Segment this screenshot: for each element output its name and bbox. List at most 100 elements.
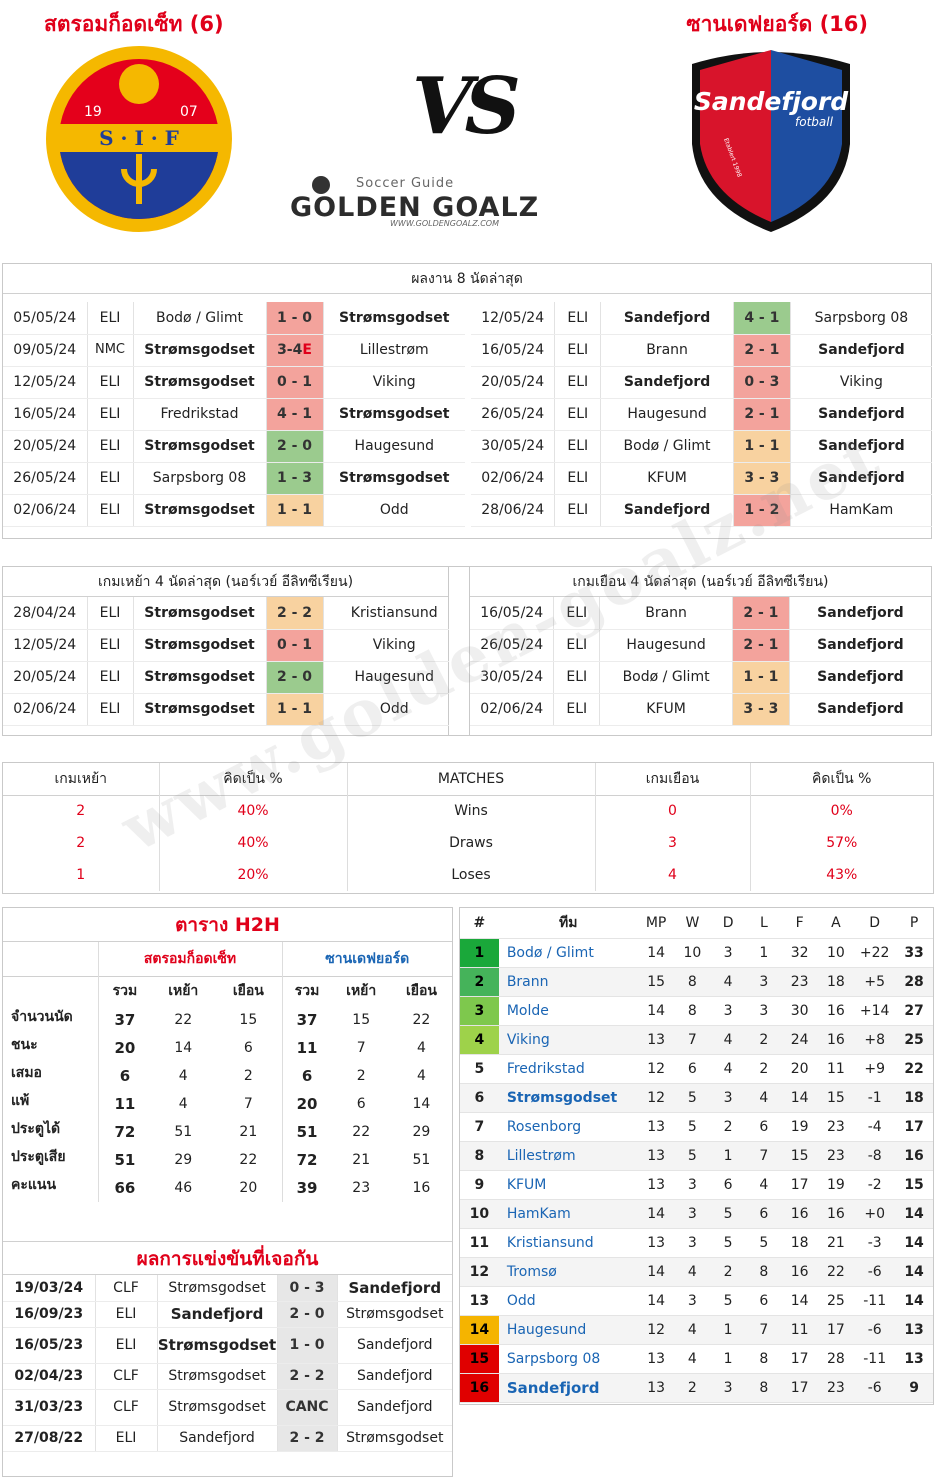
result-row[interactable]: 30/05/24 ELI Bodø / Glimt 1 - 1 Sandefjord	[471, 430, 932, 463]
stat-f: 24	[781, 1025, 818, 1055]
standings-row[interactable]: 1 Bodø / Glimt 14 10 3 1 32 10 +22 33	[460, 938, 933, 968]
away-team: Strømsgodset	[337, 1425, 452, 1452]
stat-l: 6	[746, 1199, 782, 1229]
result-row[interactable]: 16/05/24 ELI Brann 2 - 1 Sandefjord	[471, 334, 932, 367]
result-row[interactable]: 16/05/24 ELI Fredrikstad 4 - 1 Strømsgodset	[3, 398, 465, 431]
standings-header: ทีม	[498, 908, 638, 939]
result-row[interactable]: 26/05/24 ELI Sarpsborg 08 1 - 3 Strømsgodset	[3, 462, 465, 495]
away-team: Sandefjord	[790, 462, 932, 495]
result-row[interactable]: 28/04/24 ELI Strømsgodset 2 - 2 Kristiansund	[3, 597, 465, 630]
meeting-row[interactable]: 19/03/24 CLF Strømsgodset 0 - 3 Sandefjord	[3, 1275, 452, 1302]
standings-row[interactable]: 6 Strømsgodset 12 5 3 4 14 15 -1 18	[460, 1083, 933, 1113]
h2h-away-team: ซานเดฟยอร์ด	[325, 950, 410, 967]
meeting-row[interactable]: 31/03/23 CLF Strømsgodset CANC Sandefjord	[3, 1389, 452, 1426]
last8-title: ผลงาน 8 นัดล่าสุด	[3, 264, 931, 294]
away-percent: 43%	[826, 867, 858, 883]
result-row[interactable]: 12/05/24 ELI Sandefjord 4 - 1 Sarpsborg 08	[471, 302, 932, 335]
standings-row[interactable]: 9 KFUM 13 3 6 4 17 19 -2 15	[460, 1170, 933, 1200]
result-row[interactable]: 28/06/24 ELI Sandefjord 1 - 2 HamKam	[471, 494, 932, 527]
home-team: Strømsgodset	[157, 1275, 278, 1302]
stat-p: 27	[895, 996, 933, 1026]
h2h-value: 4	[178, 1096, 188, 1112]
h2h-stats-table: สตรอมก็อดเซ็ท ซานเดฟยอร์ด รวม เหย้า เยือน ร…	[3, 942, 452, 1202]
away-team: Sandefjord	[790, 398, 932, 431]
h2h-row: จำนวนนัด 37 22 15 37 15 22	[3, 1006, 452, 1034]
result-row[interactable]: 12/05/24 ELI Strømsgodset 0 - 1 Viking	[3, 629, 465, 662]
standings-row[interactable]: 10 HamKam 14 3 5 6 16 16 +0 14	[460, 1199, 933, 1229]
standings-row[interactable]: 15 Sarpsborg 08 13 4 1 8 17 28 -11 13	[460, 1344, 933, 1374]
standings-row[interactable]: 4 Viking 13 7 4 2 24 16 +8 25	[460, 1025, 933, 1055]
home-team: Strømsgodset	[133, 629, 267, 662]
position: 16	[460, 1373, 499, 1403]
stat-w: 7	[674, 1025, 711, 1055]
result-row[interactable]: 02/06/24 ELI Strømsgodset 1 - 1 Odd	[3, 494, 465, 527]
stat-l: 4	[746, 1170, 782, 1200]
home-percent: 40%	[159, 795, 348, 827]
score: 1 - 1	[732, 661, 790, 694]
result-row[interactable]: 20/05/24 ELI Strømsgodset 2 - 0 Haugesund	[3, 430, 465, 463]
away-team: Odd	[323, 693, 465, 726]
h2h-value: 6	[356, 1096, 366, 1112]
team-name: Fredrikstad	[498, 1054, 638, 1084]
competition: ELI	[553, 661, 601, 694]
result-row[interactable]: 16/05/24 ELI Brann 2 - 1 Sandefjord	[470, 597, 931, 630]
match-date: 31/03/23	[3, 1389, 96, 1426]
meeting-row[interactable]: 16/05/23 ELI Strømsgodset 1 - 0 Sandefjord	[3, 1327, 452, 1364]
result-row[interactable]: 20/05/24 ELI Strømsgodset 2 - 0 Haugesund	[3, 661, 465, 694]
result-row[interactable]: 26/05/24 ELI Haugesund 2 - 1 Sandefjord	[470, 629, 931, 662]
result-row[interactable]: 05/05/24 ELI Bodø / Glimt 1 - 0 Strømsgodset	[3, 302, 465, 335]
competition: ELI	[553, 693, 601, 726]
standings-row[interactable]: 5 Fredrikstad 12 6 4 2 20 11 +9 22	[460, 1054, 933, 1084]
standings-row[interactable]: 7 Rosenborg 13 5 2 6 19 23 -4 17	[460, 1112, 933, 1142]
stat-gd: -8	[854, 1141, 896, 1171]
last8-away-table: 12/05/24 ELI Sandefjord 4 - 1 Sarpsborg 08 16…	[471, 302, 932, 527]
result-row[interactable]: 09/05/24 NMC Strømsgodset 3-4E Lillestrøm	[3, 334, 465, 367]
score: 2 - 2	[277, 1363, 338, 1390]
stat-f: 30	[781, 996, 818, 1026]
competition: CLF	[95, 1275, 158, 1302]
competition: ELI	[87, 597, 134, 630]
stat-d: 4	[710, 967, 746, 997]
home-team: Strømsgodset	[157, 1363, 278, 1390]
competition: ELI	[87, 661, 134, 694]
standings-row[interactable]: 16 Sandefjord 13 2 3 8 17 23 -6 9	[460, 1373, 933, 1403]
result-row[interactable]: 02/06/24 ELI KFUM 3 - 3 Sandefjord	[470, 693, 931, 726]
competition: ELI	[553, 597, 601, 630]
home-team: Sandefjord	[600, 366, 734, 399]
stat-d: 5	[710, 1228, 746, 1258]
standings-row[interactable]: 3 Molde 14 8 3 3 30 16 +14 27	[460, 996, 933, 1026]
stat-mp: 13	[637, 1025, 675, 1055]
result-row[interactable]: 26/05/24 ELI Haugesund 2 - 1 Sandefjord	[471, 398, 932, 431]
match-date: 16/05/24	[470, 597, 555, 630]
meeting-row[interactable]: 16/09/23 ELI Sandefjord 2 - 0 Strømsgodset	[3, 1301, 452, 1328]
svg-text:Sandefjord: Sandefjord	[694, 87, 849, 116]
result-row[interactable]: 02/06/24 ELI Strømsgodset 1 - 1 Odd	[3, 693, 465, 726]
stat-l: 3	[746, 967, 782, 997]
stat-p: 14	[895, 1286, 933, 1316]
home-team: Strømsgodset	[133, 693, 267, 726]
result-row[interactable]: 20/05/24 ELI Sandefjord 0 - 3 Viking	[471, 366, 932, 399]
standings-row[interactable]: 12 Tromsø 14 4 2 8 16 22 -6 14	[460, 1257, 933, 1287]
home-team: Bodø / Glimt	[600, 430, 734, 463]
stat-l: 2	[746, 1025, 782, 1055]
standings-row[interactable]: 13 Odd 14 3 5 6 14 25 -11 14	[460, 1286, 933, 1316]
standings-row[interactable]: 8 Lillestrøm 13 5 1 7 15 23 -8 16	[460, 1141, 933, 1171]
home-team: Bodø / Glimt	[133, 302, 267, 335]
meeting-row[interactable]: 27/08/22 ELI Sandefjord 2 - 2 Strømsgodset	[3, 1425, 452, 1452]
stat-gd: -4	[854, 1112, 896, 1142]
meeting-row[interactable]: 02/04/23 CLF Strømsgodset 2 - 2 Sandefjord	[3, 1363, 452, 1390]
svg-text:fotball: fotball	[795, 115, 834, 129]
away-team: Sandefjord	[789, 597, 931, 630]
result-row[interactable]: 30/05/24 ELI Bodø / Glimt 1 - 1 Sandefjord	[470, 661, 931, 694]
standings-row[interactable]: 2 Brann 15 8 4 3 23 18 +5 28	[460, 967, 933, 997]
stat-mp: 15	[637, 967, 675, 997]
match-date: 26/05/24	[3, 462, 88, 495]
stat-mp: 12	[637, 1083, 675, 1113]
score: 2 - 1	[733, 398, 791, 431]
standings-row[interactable]: 11 Kristiansund 13 3 5 5 18 21 -3 14	[460, 1228, 933, 1258]
result-row[interactable]: 02/06/24 ELI KFUM 3 - 3 Sandefjord	[471, 462, 932, 495]
result-row[interactable]: 12/05/24 ELI Strømsgodset 0 - 1 Viking	[3, 366, 465, 399]
standings-row[interactable]: 14 Haugesund 12 4 1 7 11 17 -6 13	[460, 1315, 933, 1345]
last8-home-table: 05/05/24 ELI Bodø / Glimt 1 - 0 Strømsgodset…	[3, 302, 465, 527]
score: 3 - 3	[733, 462, 791, 495]
